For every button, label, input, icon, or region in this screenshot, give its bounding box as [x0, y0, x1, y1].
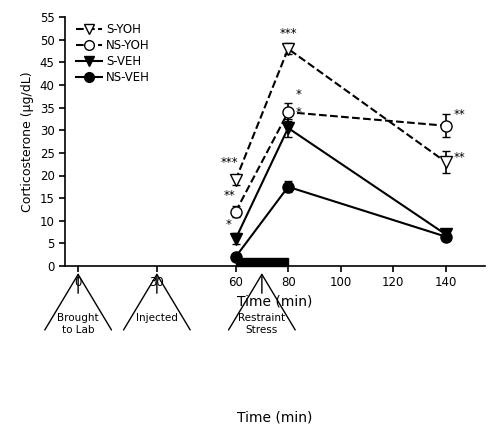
Text: **: **	[454, 108, 465, 121]
Bar	[236, 258, 288, 266]
Text: *: *	[296, 88, 302, 101]
Text: *: *	[296, 106, 302, 119]
X-axis label: Time (min): Time (min)	[238, 295, 312, 309]
Y-axis label: Corticosterone (μg/dL): Corticosterone (μg/dL)	[21, 71, 34, 212]
Text: Injected: Injected	[136, 313, 178, 323]
Text: **: **	[223, 189, 235, 202]
Text: Restraint
Stress: Restraint Stress	[238, 313, 286, 335]
Text: ***: ***	[280, 27, 297, 40]
Text: Time (min): Time (min)	[238, 411, 312, 425]
Text: **: **	[454, 151, 465, 164]
Text: *: *	[226, 218, 232, 231]
Legend: S-YOH, NS-YOH, S-VEH, NS-VEH: S-YOH, NS-YOH, S-VEH, NS-VEH	[71, 18, 155, 88]
Text: ***: ***	[220, 156, 238, 169]
Text: Brought
to Lab: Brought to Lab	[58, 313, 99, 335]
